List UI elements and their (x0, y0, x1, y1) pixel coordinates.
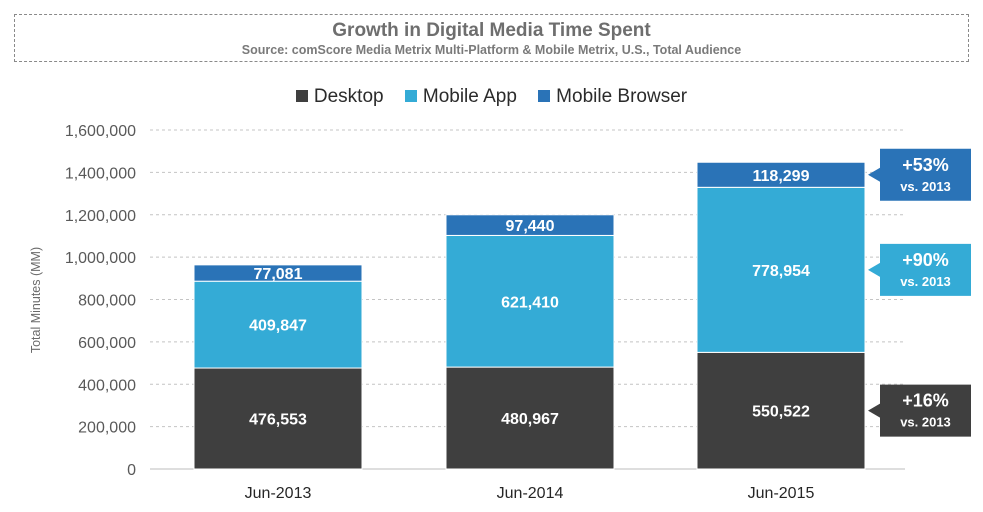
bars: 476,553 409,847 77,081 480,967 621,410 97,440… (193, 161, 866, 470)
legend-swatch-desktop (295, 90, 308, 102)
data-label: 778,954 (752, 263, 810, 280)
y-tick-label: 800,000 (78, 293, 136, 310)
chart-title: Growth in Digital Media Time Spent (332, 20, 651, 41)
bar-segment-mobile-app (696, 186, 866, 353)
x-tick-labels: Jun-2013 Jun-2014 Jun-2015 (245, 485, 815, 502)
y-tick-label: 1,600,000 (65, 123, 136, 140)
chart-subtitle: Source: comScore Media Metrix Multi-Plat… (241, 43, 742, 57)
data-label: 77,081 (254, 266, 303, 283)
data-label: 97,440 (506, 218, 555, 235)
data-label: 118,299 (753, 168, 810, 185)
callout-note: vs. 2013 (900, 415, 951, 430)
chart-title-box: Growth in Digital Media Time Spent Sourc… (14, 14, 969, 62)
legend-label-mobile-browser: Mobile Browser (556, 86, 688, 107)
data-label: 480,967 (501, 411, 559, 428)
y-tick-label: 1,000,000 (65, 250, 136, 267)
legend-label-desktop: Desktop (313, 86, 384, 107)
x-tick-label: Jun-2015 (748, 485, 815, 502)
x-tick-label: Jun-2014 (497, 485, 564, 502)
y-tick-label: 1,200,000 (65, 208, 136, 225)
bar-segment-mobile-browser (445, 214, 615, 236)
bar-segment-mobile-app (193, 280, 363, 369)
y-tick-label: 400,000 (78, 377, 136, 394)
legend-label-mobile-app: Mobile App (422, 86, 517, 107)
legend-swatch-mobile-browser (538, 90, 551, 102)
chart-legend: Desktop Mobile App Mobile Browser (0, 86, 983, 108)
y-tick-label: 1,400,000 (65, 165, 136, 182)
data-label: 550,522 (752, 404, 810, 421)
data-label: 621,410 (501, 294, 559, 311)
bar-segment-mobile-app (445, 234, 615, 368)
y-tick-labels: 0 200,000 400,000 600,000 800,000 1,000,000 1,… (65, 123, 136, 479)
callout-percent: +53% (902, 155, 949, 175)
y-tick-label: 0 (127, 462, 136, 479)
x-tick-label: Jun-2013 (245, 485, 312, 502)
legend-swatch-mobile-app (404, 90, 417, 102)
data-label: 476,553 (249, 412, 307, 429)
callout-note: vs. 2013 (900, 274, 951, 289)
callout-box (868, 148, 971, 201)
bar-segment-desktop (696, 351, 866, 470)
growth-callouts: +53% vs. 2013 +90% vs. 2013 +16% vs. 2013 (868, 148, 971, 437)
y-axis-label: Total Minutes (MM) (29, 247, 43, 353)
y-tick-label: 200,000 (78, 420, 136, 437)
legend-item-desktop: Desktop (295, 86, 384, 108)
bar-segment-mobile-browser (696, 161, 866, 188)
callout-percent: +90% (902, 250, 949, 270)
y-tick-label: 600,000 (78, 335, 136, 352)
callout-note: vs. 2013 (900, 179, 951, 194)
callout-box (868, 384, 971, 437)
legend-item-mobile-app: Mobile App (404, 86, 517, 108)
callout-percent: +16% (902, 391, 949, 411)
bar-segment-mobile-browser (193, 264, 363, 282)
legend-item-mobile-browser: Mobile Browser (538, 86, 687, 108)
bar-segment-desktop (193, 367, 363, 470)
bar-segment-desktop (445, 366, 615, 470)
data-label: 409,847 (249, 318, 307, 335)
callout-box (868, 243, 971, 296)
